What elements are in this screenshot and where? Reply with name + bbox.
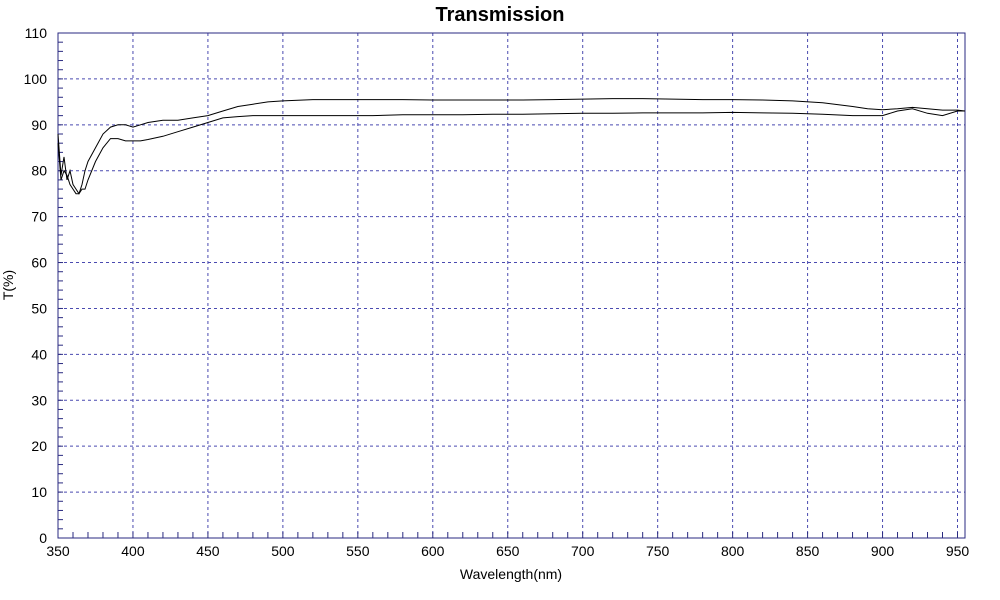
y-tick-label: 60 (31, 255, 47, 271)
y-axis-label: T(%) (0, 270, 16, 300)
y-tick-label: 90 (31, 117, 47, 133)
series-line-2 (57, 98, 966, 195)
x-tick-label: 350 (46, 543, 70, 559)
y-tick-label: 0 (39, 530, 47, 546)
series-line-1 (57, 108, 965, 195)
x-tick-label: 950 (946, 543, 970, 559)
x-tick-label: 700 (571, 543, 595, 559)
x-tick-label: 500 (271, 543, 295, 559)
x-axis-label: Wavelength(nm) (460, 566, 562, 582)
plot-frame (57, 32, 966, 539)
y-tick-label: 110 (25, 25, 48, 41)
x-tick-label: 550 (346, 543, 370, 559)
x-tick-label: 450 (196, 543, 220, 559)
grid-lines (58, 33, 965, 538)
x-tick-label: 600 (421, 543, 445, 559)
x-tick-label: 900 (871, 543, 895, 559)
chart-title: Transmission (436, 4, 565, 26)
y-tick-labels: 0 10 20 30 40 50 60 70 80 90 100 110 (24, 25, 48, 546)
x-tick-label: 750 (646, 543, 670, 559)
y-tick-label: 50 (31, 300, 47, 316)
y-tick-label: 80 (31, 163, 47, 179)
y-tick-label: 10 (31, 484, 47, 500)
y-tick-label: 100 (24, 71, 48, 87)
x-tick-label: 400 (121, 543, 145, 559)
y-tick-label: 40 (31, 346, 47, 362)
series-lines (57, 98, 966, 195)
y-tick-label: 30 (31, 392, 47, 408)
x-tick-label: 850 (796, 543, 820, 559)
x-tick-labels: 350 400 450 500 550 600 650 700 750 800 850 900 950 (46, 543, 969, 559)
x-tick-label: 650 (496, 543, 520, 559)
x-tick-label: 800 (721, 543, 745, 559)
y-tick-label: 70 (31, 209, 47, 225)
y-tick-label: 20 (31, 438, 47, 454)
